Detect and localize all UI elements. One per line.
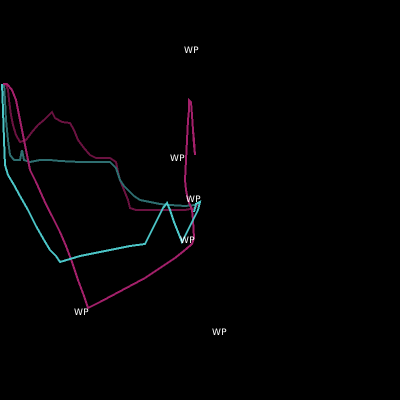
track-magenta [3, 83, 196, 310]
waypoint-label[interactable]: WP [180, 236, 195, 246]
waypoint-label[interactable]: WP [170, 154, 185, 164]
waypoint-label[interactable]: WP [212, 328, 227, 338]
waypoint-label[interactable]: WP [184, 46, 199, 56]
waypoint-label[interactable]: WP [186, 195, 201, 205]
track-cyan [1, 83, 202, 264]
waypoint-label[interactable]: WP [74, 308, 89, 318]
track-dark-teal [3, 83, 196, 208]
track-dark-magenta [5, 84, 199, 211]
